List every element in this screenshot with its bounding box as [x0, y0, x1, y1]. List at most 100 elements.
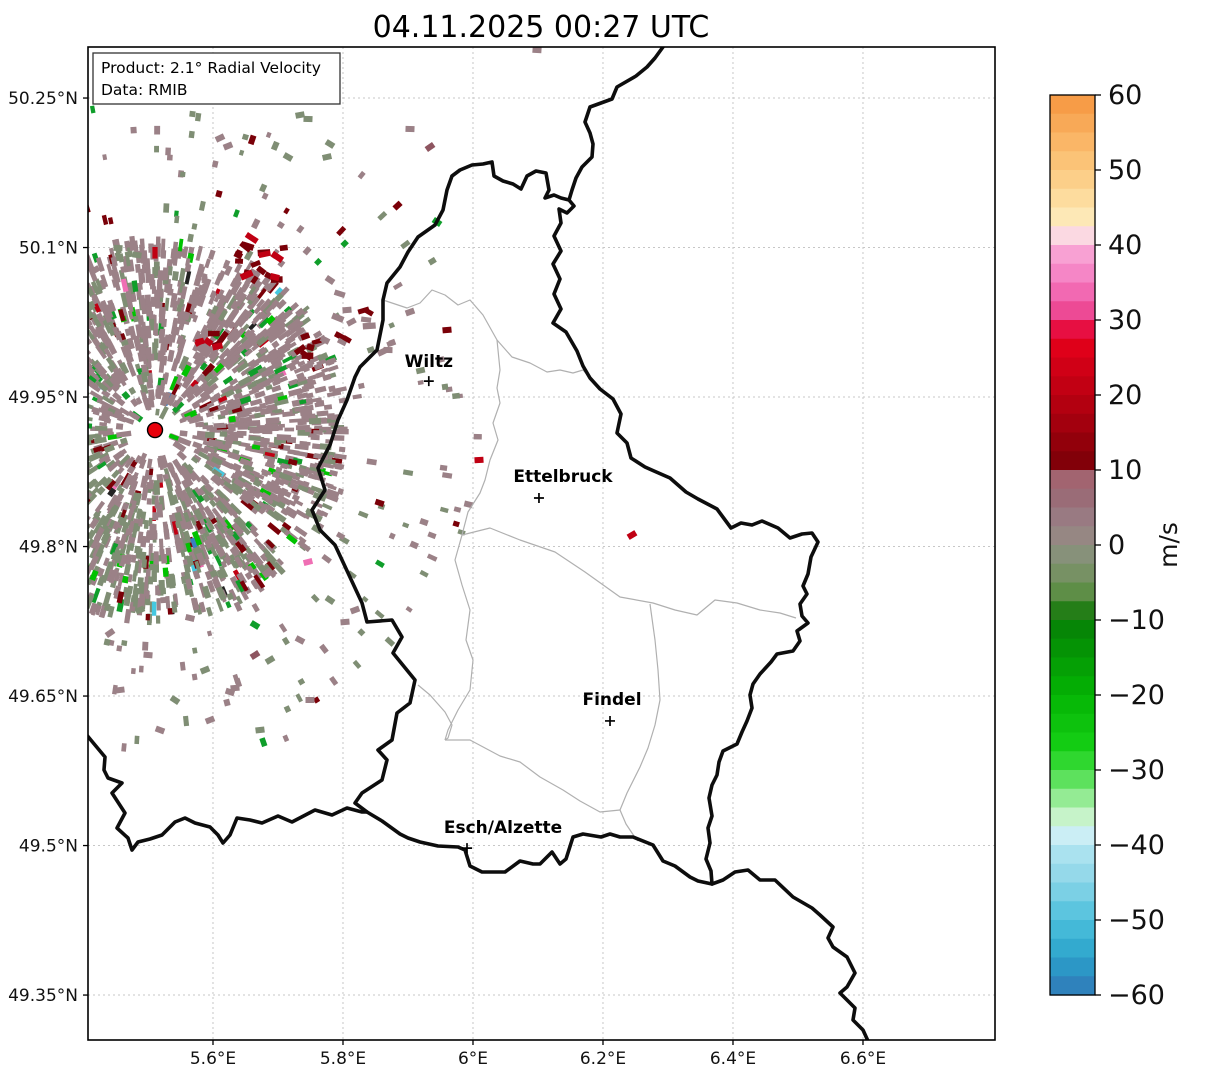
radar-site-dot: [146, 421, 164, 439]
colorbar-band: [1050, 432, 1095, 452]
colorbar-band: [1050, 451, 1095, 471]
radar-echo-field: [88, 47, 638, 752]
colorbar-tick-label: −10: [1108, 605, 1165, 636]
colorbar-band: [1050, 601, 1095, 621]
plot-title: 04.11.2025 00:27 UTC: [373, 10, 710, 45]
colorbar-band: [1050, 526, 1095, 546]
colorbar-band: [1050, 713, 1095, 734]
colorbar-band: [1050, 301, 1095, 321]
colorbar-band: [1050, 226, 1095, 246]
colorbar-tick-label: −40: [1108, 830, 1165, 861]
colorbar-band: [1050, 207, 1095, 227]
colorbar-band: [1050, 938, 1095, 959]
colorbar-band: [1050, 338, 1095, 359]
district-boundary: [619, 603, 661, 842]
x-tick-label: 5.8°E: [320, 1049, 366, 1069]
colorbar-band: [1050, 263, 1095, 284]
y-tick-label: 49.35°N: [8, 986, 78, 1006]
colorbar-band: [1050, 882, 1095, 902]
district-boundary: [461, 527, 797, 619]
colorbar-tick-label: 20: [1108, 380, 1142, 411]
colorbar-band: [1050, 95, 1095, 115]
y-tick-label: 50.1°N: [19, 239, 78, 259]
info-box-frame: [92, 52, 341, 105]
colorbar-band: [1050, 507, 1095, 527]
district-boundary: [382, 289, 591, 379]
colorbar-band: [1050, 620, 1095, 640]
colorbar-band: [1050, 788, 1095, 809]
colorbar-band: [1050, 695, 1095, 715]
x-tick-label: 6.4°E: [710, 1049, 756, 1069]
colorbar-band: [1050, 470, 1095, 490]
colorbar-band: [1050, 751, 1095, 771]
colorbar-tick-label: −50: [1108, 905, 1165, 936]
colorbar-band: [1050, 770, 1095, 790]
y-tick-label: 49.5°N: [19, 837, 78, 857]
colorbar-tick-label: −20: [1108, 680, 1165, 711]
colorbar-band: [1050, 282, 1095, 302]
district-boundary: [445, 739, 621, 813]
colorbar-band: [1050, 245, 1095, 265]
colorbar-tick-label: 10: [1108, 455, 1142, 486]
border-belgium-germany: [567, 47, 665, 202]
colorbar-band: [1050, 901, 1095, 921]
city-markers: Wiltz Ettelbruck Findel Esch/Alzette: [405, 352, 642, 854]
district-boundary: [444, 339, 501, 741]
y-tick-label: 49.8°N: [19, 538, 78, 558]
city-label: Wiltz: [405, 352, 454, 372]
colorbar-tick-label: −60: [1108, 980, 1165, 1011]
city-label: Esch/Alzette: [444, 818, 562, 838]
y-tick-label: 50.25°N: [8, 89, 78, 109]
colorbar-band: [1050, 395, 1095, 415]
city-cross-icon: [605, 715, 616, 726]
colorbar-band: [1050, 151, 1095, 171]
colorbar-band: [1050, 676, 1095, 696]
info-box-source: Data: RMIB: [101, 81, 188, 99]
colorbar-tick-label: 40: [1108, 230, 1142, 261]
colorbar-band: [1050, 357, 1095, 377]
x-tick-label: 5.6°E: [190, 1049, 236, 1069]
city-cross-icon: [462, 843, 473, 854]
border-luxembourg: [310, 160, 820, 886]
y-tick-label: 49.65°N: [8, 687, 78, 707]
colorbar-band: [1050, 188, 1095, 209]
colorbar-tick-label: 30: [1108, 305, 1142, 336]
colorbar-band: [1050, 863, 1095, 884]
colorbar-tick-label: 60: [1108, 80, 1142, 111]
colorbar-band: [1050, 845, 1095, 865]
colorbar-band: [1050, 545, 1095, 565]
x-tick-label: 6.2°E: [580, 1049, 626, 1069]
colorbar-ticks: 60 50 40 30 20 10 0 −10 −20 −30 −40 −50 −60: [1095, 80, 1165, 1011]
info-box: Product: 2.1° Radial Velocity Data: RMIB: [92, 52, 341, 105]
colorbar-tick-label: −30: [1108, 755, 1165, 786]
radar-site-marker: [142, 417, 169, 444]
y-axis: 50.25°N 50.1°N 49.95°N 49.8°N 49.65°N 49.5°N 4…: [8, 89, 88, 1006]
colorbar-band: [1050, 920, 1095, 940]
colorbar-band: [1050, 732, 1095, 752]
district-borders: [382, 289, 797, 842]
colorbar-band: [1050, 807, 1095, 827]
colorbar-band: [1050, 657, 1095, 677]
colorbar-tick-label: 50: [1108, 155, 1142, 186]
city-label: Findel: [582, 690, 641, 710]
border-belgium-france: [88, 733, 369, 852]
colorbar-band: [1050, 976, 1095, 996]
colorbar-band: [1050, 170, 1095, 190]
x-tick-label: 6.6°E: [840, 1049, 886, 1069]
colorbar-unit-label: m/s: [1154, 522, 1183, 568]
colorbar-band: [1050, 638, 1095, 659]
border-france-germany: [710, 868, 870, 1040]
colorbar-band: [1050, 957, 1095, 977]
colorbar-band: [1050, 320, 1095, 340]
colorbar-band: [1050, 563, 1095, 584]
colorbar-band: [1050, 376, 1095, 396]
x-tick-label: 6°E: [458, 1049, 488, 1069]
x-axis: 5.6°E 5.8°E 6°E 6.2°E 6.4°E 6.6°E: [190, 1040, 886, 1069]
colorbar-band: [1050, 488, 1095, 509]
city-cross-icon: [423, 376, 434, 387]
plot-frame: [87, 46, 996, 1041]
colorbar-band: [1050, 132, 1095, 152]
y-tick-label: 49.95°N: [8, 388, 78, 408]
district-boundary: [417, 684, 453, 741]
